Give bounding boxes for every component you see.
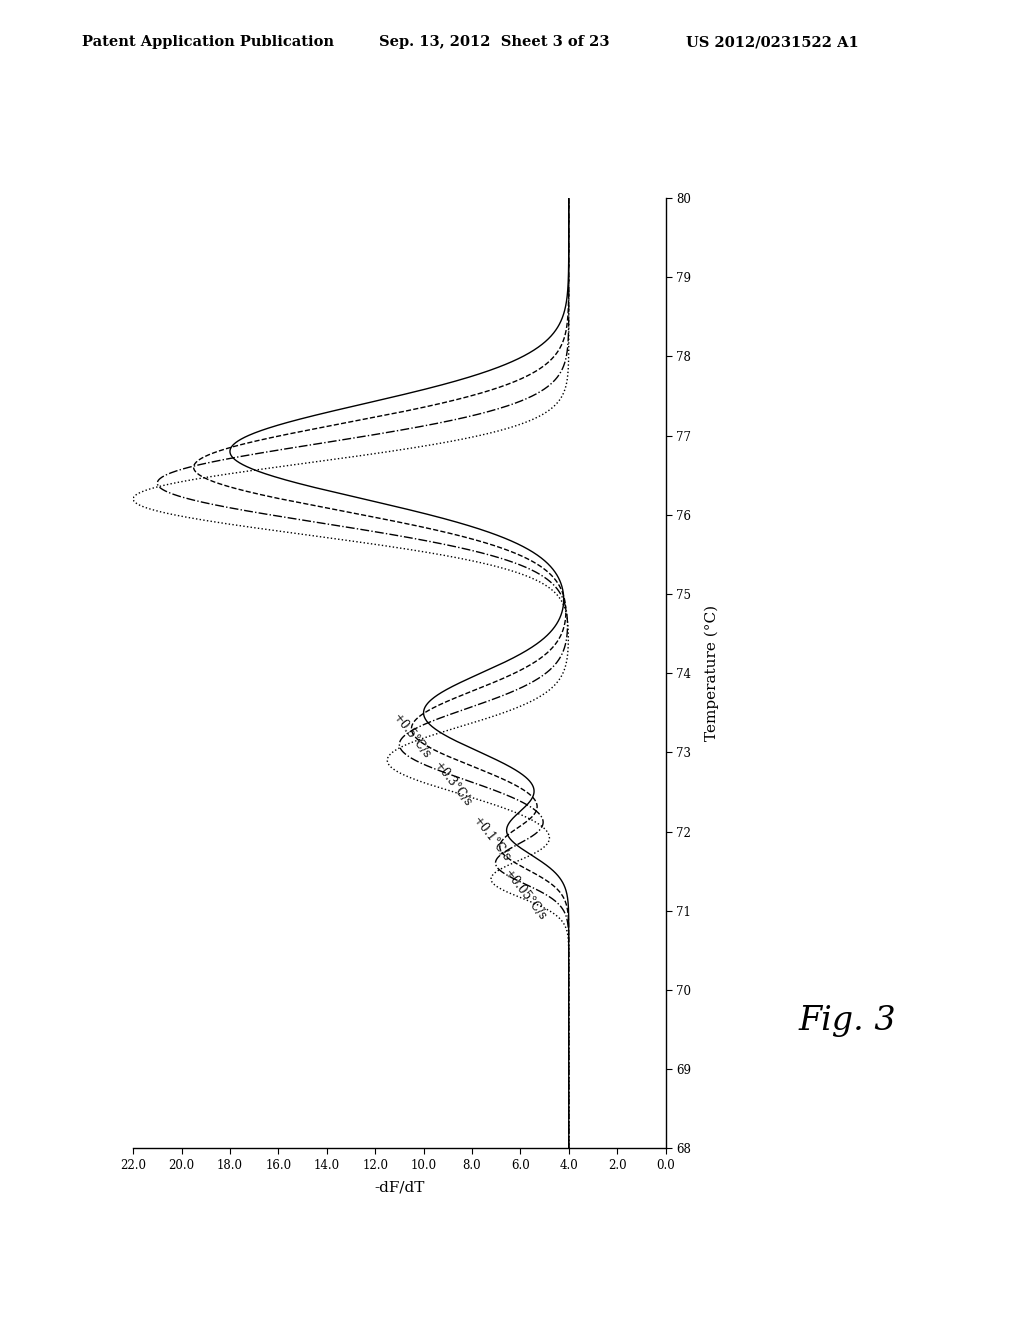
Text: Sep. 13, 2012  Sheet 3 of 23: Sep. 13, 2012 Sheet 3 of 23 xyxy=(379,36,609,49)
Text: +0.1°C/s: +0.1°C/s xyxy=(470,814,513,865)
Text: US 2012/0231522 A1: US 2012/0231522 A1 xyxy=(686,36,859,49)
X-axis label: -dF/dT: -dF/dT xyxy=(374,1180,425,1195)
Text: Fig. 3: Fig. 3 xyxy=(799,1005,896,1036)
Text: Patent Application Publication: Patent Application Publication xyxy=(82,36,334,49)
Y-axis label: Temperature (°C): Temperature (°C) xyxy=(705,605,719,742)
Text: +0.3°C/s: +0.3°C/s xyxy=(431,759,474,809)
Text: +0.5°C/s: +0.5°C/s xyxy=(390,711,433,762)
Text: +0.05°C/s: +0.05°C/s xyxy=(502,867,549,923)
